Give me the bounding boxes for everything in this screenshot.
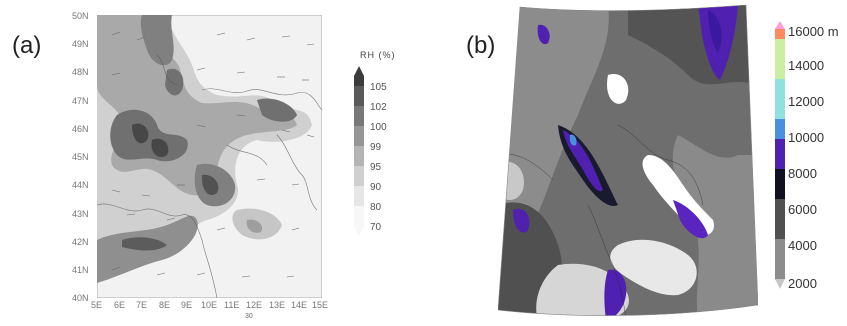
lon-tick: 6E: [114, 300, 126, 310]
lon-tick: 5E: [91, 300, 103, 310]
rh-colorbar: [354, 66, 364, 236]
height-colorbar-label: 2000: [788, 276, 817, 291]
rh-colorbar-title: RH (%): [360, 50, 396, 60]
height-colorbar-label: 8000: [788, 166, 817, 181]
lat-tick: 47N: [72, 96, 89, 106]
rh-colorbar-label: 95: [370, 162, 382, 173]
height-colorbar-label: 6000: [788, 202, 817, 217]
lat-tick: 43N: [72, 209, 89, 219]
height-colorbar-label: 14000: [788, 58, 825, 73]
rh-colorbar-label: 80: [370, 202, 382, 213]
rh-colorbar-label: 100: [370, 122, 387, 133]
lat-tick: 48N: [72, 67, 89, 77]
lat-tick: 45N: [72, 152, 89, 162]
height-colorbar-label: 12000: [788, 94, 825, 109]
lat-tick: 41N: [72, 265, 89, 275]
lat-tick: 49N: [72, 39, 89, 49]
lon-tick: 7E: [136, 300, 148, 310]
rh-colorbar-label: 105: [370, 82, 387, 93]
rh-colorbar-label: 102: [370, 102, 387, 113]
lon-tick: 9E: [181, 300, 193, 310]
lon-tick: 15E: [312, 300, 329, 310]
rh-map: [97, 15, 322, 298]
rh-colorbar-label: 90: [370, 182, 382, 193]
lat-tick: 40N: [72, 293, 89, 303]
lon-tick: 13E: [269, 300, 286, 310]
panel-a-label: (a): [12, 32, 42, 59]
lon-tick: 10E: [201, 300, 218, 310]
rh-coastlines: [97, 54, 322, 298]
lon-tick: 12E: [246, 300, 263, 310]
rh-colorbar-label: 70: [370, 222, 382, 233]
height-colorbar-label: 10000: [788, 130, 825, 145]
rh-colorbar-label: 99: [370, 142, 382, 153]
lon-tick: 8E: [159, 300, 171, 310]
lon-tick: 11E: [224, 300, 240, 310]
rh-contour-fill: [97, 15, 312, 283]
panel-b-label: (b): [466, 32, 496, 59]
height-colorbar-unit: m: [827, 24, 839, 39]
rh-wind-vectors: [111, 31, 315, 278]
height-colorbar-value: 16000: [788, 24, 825, 39]
height-colorbar-label-top: 16000 m: [788, 24, 839, 39]
lat-tick: 44N: [72, 180, 89, 190]
lat-tick: 42N: [72, 237, 89, 247]
height-colorbar-label: 4000: [788, 238, 817, 253]
lat-tick: 50N: [72, 11, 89, 21]
vector-reference-label: 30: [245, 313, 253, 320]
height-map: [498, 5, 758, 316]
height-colorbar: [775, 21, 785, 289]
lat-tick: 46N: [72, 124, 89, 134]
lon-tick: 14E: [291, 300, 308, 310]
